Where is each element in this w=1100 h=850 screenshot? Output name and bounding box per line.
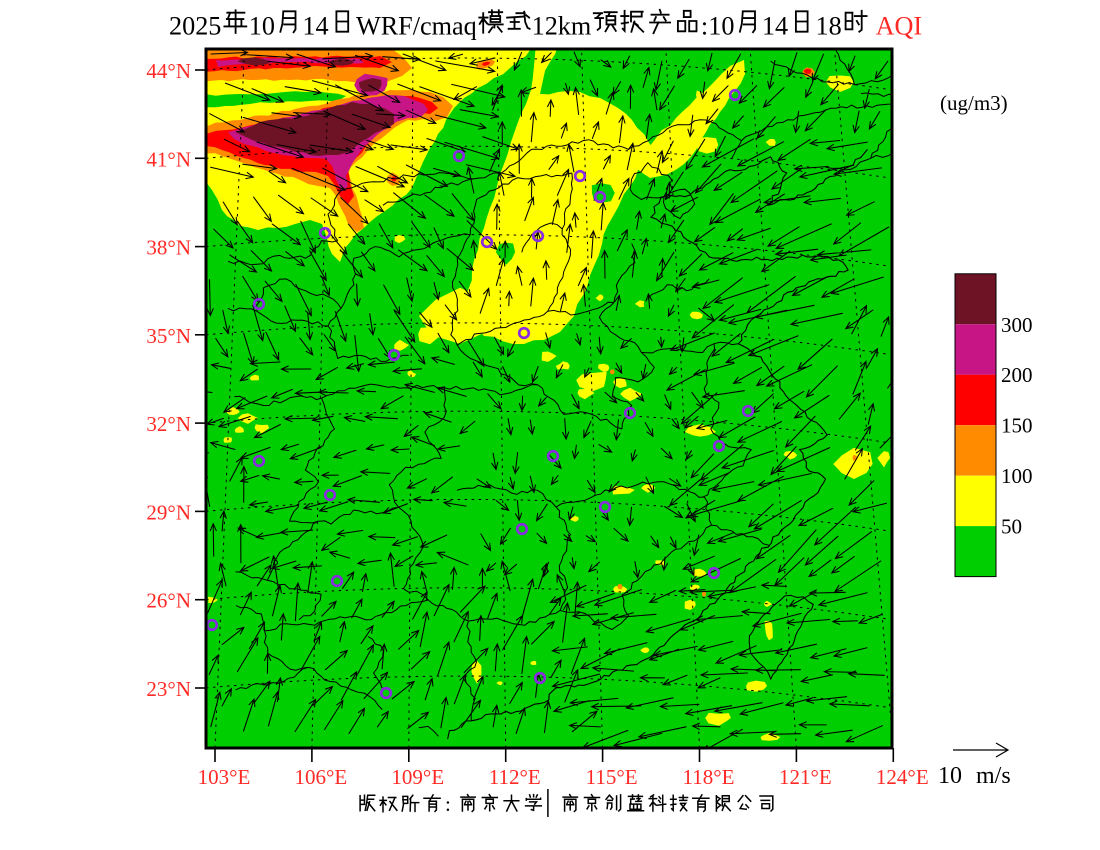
svg-text:2025: 2025 xyxy=(169,12,221,41)
svg-text::: : xyxy=(445,792,451,816)
svg-text:200: 200 xyxy=(1001,363,1033,387)
svg-text:WRF/cmaq: WRF/cmaq xyxy=(356,12,477,41)
svg-text:103°E: 103°E xyxy=(198,765,251,789)
svg-text:44°N: 44°N xyxy=(146,59,191,83)
svg-text:115°E: 115°E xyxy=(586,765,638,789)
svg-text:(ug/m3): (ug/m3) xyxy=(940,91,1008,115)
svg-text:12km: 12km xyxy=(532,12,592,41)
svg-text:50: 50 xyxy=(1001,515,1022,539)
svg-text:10: 10 xyxy=(708,12,734,41)
svg-text:14: 14 xyxy=(302,12,328,41)
svg-text:10: 10 xyxy=(249,12,275,41)
svg-text:29°N: 29°N xyxy=(146,500,191,524)
svg-text:35°N: 35°N xyxy=(146,324,191,348)
svg-text:124°E: 124°E xyxy=(876,765,929,789)
svg-text:32°N: 32°N xyxy=(146,412,191,436)
svg-text:121°E: 121°E xyxy=(779,765,832,789)
svg-text:10: 10 xyxy=(938,763,962,789)
svg-text:106°E: 106°E xyxy=(295,765,348,789)
svg-text:118°E: 118°E xyxy=(683,765,735,789)
svg-text:109°E: 109°E xyxy=(391,765,444,789)
svg-text:300: 300 xyxy=(1001,313,1033,337)
svg-text:m/s: m/s xyxy=(976,763,1011,789)
svg-text:23°N: 23°N xyxy=(146,677,191,701)
svg-text:26°N: 26°N xyxy=(146,589,191,613)
svg-text:14: 14 xyxy=(762,12,788,41)
svg-text:150: 150 xyxy=(1001,414,1033,438)
svg-text:112°E: 112°E xyxy=(489,765,541,789)
svg-text:38°N: 38°N xyxy=(146,236,191,260)
svg-text::: : xyxy=(701,12,708,41)
svg-text:41°N: 41°N xyxy=(146,147,191,171)
svg-text:100: 100 xyxy=(1001,464,1033,488)
svg-text:AQI: AQI xyxy=(876,12,923,41)
svg-text:18: 18 xyxy=(816,12,842,41)
